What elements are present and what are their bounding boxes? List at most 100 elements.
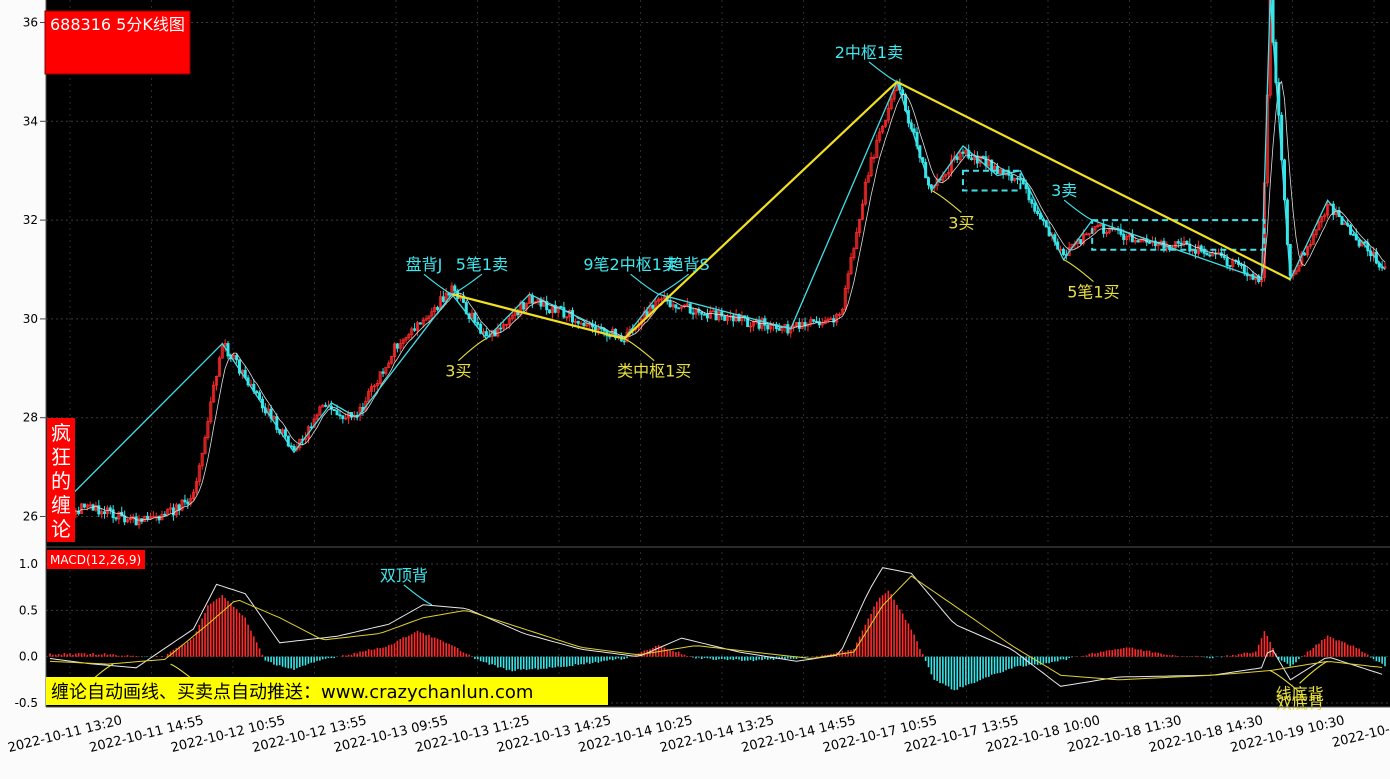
candle-body	[128, 518, 132, 521]
candle-body	[80, 503, 84, 514]
candle-body	[1222, 255, 1226, 259]
candle-body	[473, 312, 477, 323]
candle-body	[1079, 239, 1083, 244]
candle-body	[1148, 241, 1152, 244]
candle-body	[657, 298, 661, 302]
candle-body	[209, 401, 213, 422]
candle-body	[1320, 216, 1324, 223]
side-label-char: 论	[51, 517, 71, 541]
candle-body	[892, 90, 896, 100]
candle-body	[223, 343, 227, 347]
candle-body	[1196, 245, 1200, 254]
candle-body	[958, 151, 962, 160]
candle-body	[232, 355, 236, 360]
candle-body	[1021, 179, 1025, 185]
candle-body	[680, 306, 684, 309]
candle-body	[220, 345, 224, 359]
macd-label-text: MACD(12,26,9)	[50, 553, 141, 567]
candle-body	[545, 301, 549, 311]
candle-body	[114, 517, 118, 520]
annotation-label: 类中枢1买	[617, 362, 691, 381]
candle-body	[530, 295, 534, 304]
candle-body	[1010, 174, 1014, 181]
candle-body	[685, 303, 689, 306]
footer-banner-text: 缠论自动画线、买卖点自动推送：www.crazychanlun.com	[51, 682, 533, 703]
side-label-char: 缠	[51, 493, 71, 517]
candle-body	[1093, 226, 1097, 231]
candle-body	[1096, 225, 1100, 228]
candle-body	[1153, 240, 1157, 247]
candle-body	[418, 322, 422, 325]
macd-tick-label: 0.0	[19, 650, 38, 664]
candle-body	[872, 157, 876, 159]
candle-body	[723, 315, 727, 321]
candle-body	[1084, 233, 1088, 236]
candle-body	[1363, 241, 1367, 244]
candle-body	[548, 309, 552, 314]
candle-body	[433, 307, 437, 313]
candle-body	[708, 310, 712, 319]
candle-body	[1087, 233, 1091, 235]
candle-body	[792, 325, 796, 328]
segment-polyline	[451, 80, 1291, 340]
price-tick-label: 32	[23, 213, 38, 227]
candle-body	[151, 515, 155, 518]
candle-body	[846, 273, 850, 289]
candle-body	[126, 519, 130, 523]
candle-body	[1061, 248, 1065, 255]
candle-body	[318, 406, 322, 416]
candle-body	[194, 481, 198, 493]
candle-body	[427, 315, 431, 320]
candlesticks	[48, 0, 1387, 529]
candle-body	[886, 108, 890, 121]
candle-body	[749, 325, 753, 328]
candle-body	[955, 156, 959, 160]
candle-body	[413, 328, 417, 331]
candle-body	[1308, 243, 1312, 247]
annotation-label: 3卖	[1051, 181, 1077, 200]
candle-body	[186, 501, 190, 505]
candle-body	[436, 307, 440, 310]
candle-body	[832, 318, 836, 323]
annotation-label: 3买	[948, 213, 974, 232]
candle-body	[947, 171, 951, 175]
footer-banner: 缠论自动画线、买卖点自动推送：www.crazychanlun.com	[46, 677, 608, 705]
candle-body	[103, 511, 107, 514]
candle-body	[1173, 241, 1177, 249]
candle-body	[559, 306, 563, 309]
candle-body	[272, 416, 276, 419]
candle-body	[1016, 177, 1020, 180]
annotation-label: 双底背	[1276, 694, 1324, 713]
candle-body	[668, 300, 672, 308]
candle-body	[174, 504, 178, 516]
candle-body	[579, 322, 583, 325]
candle-body	[283, 429, 287, 437]
candle-body	[1122, 233, 1126, 240]
candle-body	[281, 429, 285, 434]
candle-body	[875, 139, 879, 158]
candle-body	[998, 169, 1002, 175]
candle-body	[691, 312, 695, 315]
candle-body	[163, 513, 167, 516]
side-label-char: 狂	[51, 445, 71, 469]
candle-body	[835, 314, 839, 323]
candle-body	[1156, 243, 1160, 247]
candle-body	[800, 321, 804, 329]
price-tick-label: 26	[23, 509, 38, 523]
candle-body	[344, 417, 348, 420]
candle-body	[803, 321, 807, 327]
macd-tick-label: 1.0	[19, 557, 38, 571]
price-panel-bg	[46, 0, 1390, 545]
candle-body	[237, 359, 241, 374]
annotation-arrow	[623, 338, 655, 362]
candle-body	[332, 408, 336, 412]
candle-body	[944, 173, 948, 177]
candle-body	[553, 304, 557, 313]
candle-body	[499, 327, 503, 330]
candle-body	[1082, 233, 1086, 244]
candle-body	[146, 515, 150, 520]
macd-indicator	[49, 567, 1386, 691]
candle-body	[1125, 236, 1129, 240]
candle-body	[1179, 242, 1183, 245]
